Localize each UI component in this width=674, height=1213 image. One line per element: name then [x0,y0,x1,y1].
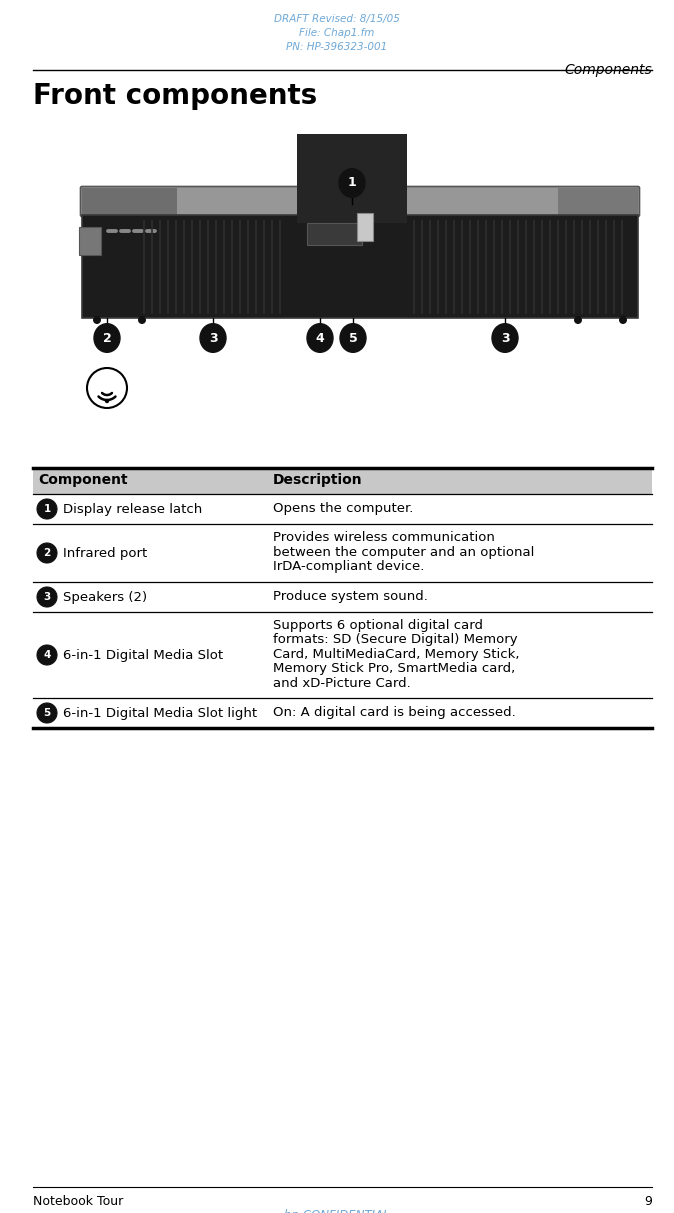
Text: Front components: Front components [33,82,317,110]
Text: 9: 9 [644,1195,652,1208]
Text: 1: 1 [348,177,357,189]
Text: Description: Description [273,473,363,486]
Ellipse shape [200,324,226,352]
Circle shape [37,499,57,519]
Ellipse shape [94,324,120,352]
Ellipse shape [340,324,366,352]
Text: Components: Components [564,63,652,76]
Ellipse shape [492,324,518,352]
Text: Speakers (2): Speakers (2) [63,591,147,604]
Bar [558,188,638,215]
Text: PN: HP-396323-001: PN: HP-396323-001 [286,42,388,52]
Circle shape [37,704,57,723]
Bar [79,227,101,255]
Circle shape [93,317,101,324]
Text: hp CONFIDENTIAL: hp CONFIDENTIAL [284,1209,390,1213]
Text: Produce system sound.: Produce system sound. [273,590,428,603]
FancyBboxPatch shape [80,187,640,216]
Text: 5: 5 [43,708,51,718]
Text: Component: Component [38,473,127,486]
Bar [33,468,652,494]
Text: On: A digital card is being accessed.: On: A digital card is being accessed. [273,706,516,719]
Ellipse shape [307,324,333,352]
Text: Memory Stick Pro, SmartMedia card,: Memory Stick Pro, SmartMedia card, [273,662,515,676]
Circle shape [574,317,582,324]
Text: 4: 4 [315,331,324,344]
Bar [82,188,177,215]
Bar [357,213,373,241]
Text: 5: 5 [348,331,357,344]
Bar [326,194,378,204]
Text: Notebook Tour: Notebook Tour [33,1195,123,1208]
Circle shape [37,645,57,665]
Text: Display release latch: Display release latch [63,502,202,516]
Circle shape [104,399,109,403]
Bar [297,133,407,223]
Text: between the computer and an optional: between the computer and an optional [273,546,534,559]
Text: 2: 2 [43,548,51,558]
Text: 6-in-1 Digital Media Slot: 6-in-1 Digital Media Slot [63,649,223,661]
Text: 3: 3 [501,331,510,344]
Text: 4: 4 [43,650,51,660]
Text: and xD-Picture Card.: and xD-Picture Card. [273,677,410,690]
Circle shape [37,587,57,606]
Text: Supports 6 optional digital card: Supports 6 optional digital card [273,619,483,632]
Text: DRAFT Revised: 8/15/05: DRAFT Revised: 8/15/05 [274,15,400,24]
Circle shape [619,317,627,324]
Text: Opens the computer.: Opens the computer. [273,502,413,514]
Text: 2: 2 [102,331,111,344]
Text: formats: SD (Secure Digital) Memory: formats: SD (Secure Digital) Memory [273,633,518,647]
Text: 3: 3 [209,331,217,344]
Bar [82,215,638,318]
Text: 6-in-1 Digital Media Slot light: 6-in-1 Digital Media Slot light [63,706,257,719]
Circle shape [37,543,57,563]
Bar [307,223,362,245]
Text: IrDA-compliant device.: IrDA-compliant device. [273,560,425,574]
Text: File: Chap1.fm: File: Chap1.fm [299,28,375,38]
Text: Card, MultiMediaCard, Memory Stick,: Card, MultiMediaCard, Memory Stick, [273,648,520,661]
Text: 3: 3 [43,592,51,602]
Circle shape [87,368,127,408]
Text: 1: 1 [43,503,51,514]
Circle shape [138,317,146,324]
Text: Infrared port: Infrared port [63,547,147,559]
Ellipse shape [339,169,365,198]
Text: Provides wireless communication: Provides wireless communication [273,531,495,545]
